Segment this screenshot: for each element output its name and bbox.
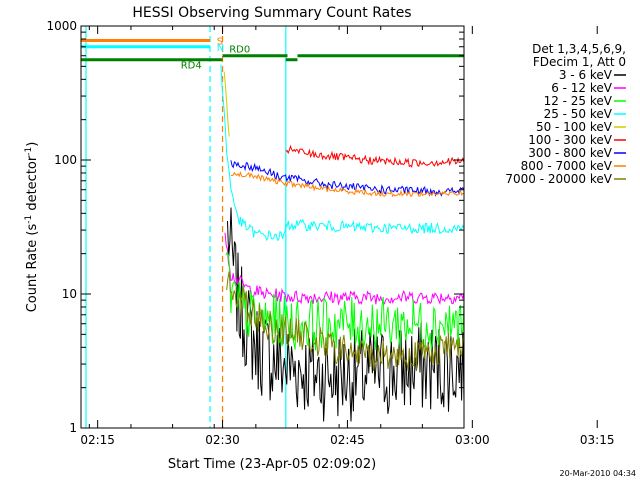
series-line [224,232,464,306]
y-axis-label-mid: detector [25,155,40,215]
status-label: S [217,36,223,47]
x-tick-label: 03:00 [455,433,490,447]
x-tick-label: 02:45 [330,433,365,447]
legend-label: 3 - 6 keV [559,68,613,82]
series-line [517,234,640,241]
status-label: RD4 [181,61,202,72]
chart-title: HESSI Observing Summary Count Rates [132,5,411,21]
series-line [230,170,464,198]
legend-label: 6 - 12 keV [551,81,613,95]
status-labels: SN RD0 RD4 [181,36,251,71]
y-axis: 1 10 100 1000 [46,19,464,435]
legend-label: 800 - 7000 keV [521,159,613,173]
legend-label: 100 - 300 keV [528,133,612,147]
y-axis-label: Count Rate (s-1 detector-1) [24,142,40,313]
vertical-markers [85,26,287,428]
y-tick-label: 100 [54,153,77,167]
legend-label: 12 - 25 keV [544,94,613,108]
status-label: N [217,43,224,54]
legend-label: 7000 - 20000 keV [505,172,612,186]
y-tick-label: 10 [62,287,77,301]
legend-label: 50 - 100 keV [536,120,613,134]
y-axis-label-main: Count Rate (s [25,224,40,313]
series-line [220,64,464,242]
x-tick-label: 02:30 [205,433,240,447]
series-line [227,207,464,422]
series-line [226,271,464,371]
series-lines [220,64,640,422]
series-line [517,197,640,213]
series-line [223,71,230,137]
legend: Det 1,3,4,5,6,9, FDecim 1, Att 0 3 - 6 k… [505,42,626,186]
y-tick-label: 1 [69,421,77,435]
legend-header-2: FDecim 1, Att 0 [533,55,626,69]
y-axis-label-end: ) [25,142,40,147]
series-line [230,160,464,197]
x-tick-label: 02:15 [80,433,115,447]
legend-label: 300 - 800 keV [528,146,612,160]
footer-date: 20-Mar-2010 04:34 [560,469,637,478]
series-line [225,251,464,351]
status-bars [81,38,464,62]
x-tick-label: 03:15 [580,433,615,447]
y-axis-label-sup2: -1 [24,147,34,156]
series-line [285,144,464,168]
plot-frame [80,25,465,429]
y-axis-label-sup1: -1 [24,215,34,224]
x-axis-label: Start Time (23-Apr-05 02:09:02) [168,457,376,472]
y-tick-label: 1000 [46,19,77,33]
legend-label: 25 - 50 keV [544,107,613,121]
legend-header-1: Det 1,3,4,5,6,9, [532,42,626,56]
status-label: RD0 [229,45,250,56]
